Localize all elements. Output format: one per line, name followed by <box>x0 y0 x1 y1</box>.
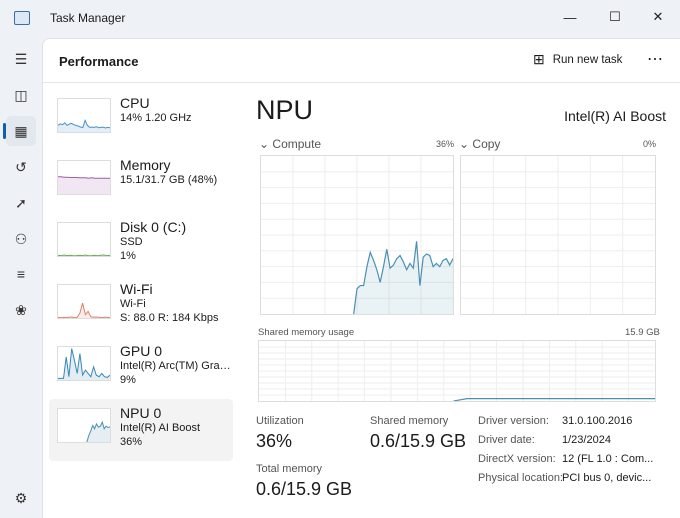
run-new-task-button[interactable]: ⊞ Run new task <box>533 51 622 68</box>
mini-line <box>58 254 110 256</box>
resource-item-gpu-0[interactable]: GPU 0 Intel(R) Arc(TM) Graph... 9% <box>49 337 233 399</box>
mini-area <box>58 176 110 194</box>
detail-key: Driver version: <box>478 415 549 427</box>
usage-line <box>353 241 454 315</box>
performance-icon[interactable]: ▦ <box>6 116 36 146</box>
startup-apps-icon[interactable]: ➚ <box>15 194 27 211</box>
mini-line <box>86 420 110 442</box>
detail-key: Driver date: <box>478 434 535 446</box>
maximize-button[interactable]: ☐ <box>609 9 621 24</box>
physical-location-row: Physical location: PCI bus 0, devic... <box>478 472 678 484</box>
compute-graph <box>260 155 454 315</box>
processes-icon[interactable]: ◫ <box>14 86 28 103</box>
mini-area <box>58 120 110 132</box>
more-options-button[interactable]: ⋯ <box>647 51 664 68</box>
resource-line1: Intel(R) Arc(TM) Graph... <box>120 360 232 372</box>
usage-line <box>453 397 655 402</box>
resource-title: NPU <box>256 95 314 125</box>
resource-name: NPU 0 <box>120 405 162 421</box>
shared-memory-label: Shared memory usage <box>258 327 355 338</box>
resource-list: CPU 14% 1.20 GHz Memory 15.1/31.7 GB (48… <box>49 89 233 461</box>
mini-graph <box>57 284 111 319</box>
menu-icon[interactable]: ☰ <box>14 50 28 67</box>
chevron-down-icon: ⌄ <box>259 137 270 151</box>
resource-name: Memory <box>120 157 171 173</box>
resource-line1: Intel(R) AI Boost <box>120 422 201 434</box>
detail-key: DirectX version: <box>478 453 556 465</box>
directx-version-row: DirectX version: 12 (FL 1.0 : Com... <box>478 453 678 465</box>
resource-line2: 1% <box>120 250 136 262</box>
mini-graph <box>57 346 111 381</box>
detail-key: Physical location: <box>478 472 563 484</box>
title-bar: Task Manager — ☐ ✕ <box>0 0 680 38</box>
shared-memory-max: 15.9 GB <box>625 327 660 338</box>
details-icon[interactable]: ≡ <box>16 266 26 282</box>
detail-value: 12 (FL 1.0 : Com... <box>562 453 654 465</box>
resource-item-memory[interactable]: Memory 15.1/31.7 GB (48%) <box>49 151 233 213</box>
resource-name: Disk 0 (C:) <box>120 219 187 235</box>
resource-line1: Wi-Fi <box>120 298 146 310</box>
shared-memory-stat-value: 0.6/15.9 GB <box>370 431 467 451</box>
compute-dropdown[interactable]: ⌄ Compute <box>259 137 321 151</box>
settings-icon[interactable]: ⚙ <box>14 489 28 506</box>
resource-item-wi-fi[interactable]: Wi-Fi Wi-Fi S: 88.0 R: 184 Kbps <box>49 275 233 337</box>
copy-graph <box>460 155 656 315</box>
mini-line <box>58 119 110 129</box>
mini-area <box>86 422 110 442</box>
resource-name: CPU <box>120 95 150 111</box>
resource-line1: 14% 1.20 GHz <box>120 112 192 124</box>
detail-value: PCI bus 0, devic... <box>562 472 652 484</box>
app-history-icon[interactable]: ↺ <box>15 158 27 175</box>
minimize-button[interactable]: — <box>563 9 577 25</box>
close-button[interactable]: ✕ <box>652 9 664 24</box>
selection-indicator <box>3 123 6 139</box>
window-title: Task Manager <box>50 11 126 25</box>
mini-graph <box>57 160 111 195</box>
resource-line2: 9% <box>120 374 136 386</box>
header-bar: Performance ⊞ Run new task ⋯ <box>43 39 680 83</box>
total-memory-label: Total memory <box>256 463 323 475</box>
resource-item-cpu[interactable]: CPU 14% 1.20 GHz <box>49 89 233 151</box>
driver-date-row: Driver date: 1/23/2024 <box>478 434 678 446</box>
mini-area <box>58 348 110 380</box>
nav-rail: ☰ ◫ ▦ ↺ ➚ ⚇ ≡ ❀ ⚙ <box>0 38 42 518</box>
shared-memory-graph <box>258 340 656 402</box>
chevron-down-icon: ⌄ <box>459 137 470 151</box>
usage-area <box>353 241 453 314</box>
content-pane: Performance ⊞ Run new task ⋯ CPU 14% 1.2… <box>42 38 680 518</box>
resource-item-npu-0[interactable]: NPU 0 Intel(R) AI Boost 36% <box>49 399 233 461</box>
mini-line <box>58 176 110 179</box>
resource-line2: S: 88.0 R: 184 Kbps <box>120 312 219 324</box>
resource-line1: SSD <box>120 236 143 248</box>
resource-name: GPU 0 <box>120 343 163 359</box>
mini-graph <box>57 408 111 443</box>
shared-memory-stat-label: Shared memory <box>370 415 449 427</box>
resource-line2: 36% <box>120 436 143 448</box>
detail-value: 1/23/2024 <box>562 434 611 446</box>
total-memory-value: 0.6/15.9 GB <box>256 479 353 499</box>
resource-item-disk-0-c[interactable]: Disk 0 (C:) SSD 1% <box>49 213 233 275</box>
run-new-task-label: Run new task <box>552 53 623 66</box>
utilization-value: 36% <box>256 431 293 451</box>
compute-percent: 36% <box>436 139 455 149</box>
resource-line1: 15.1/31.7 GB (48%) <box>120 174 218 186</box>
detail-value: 31.0.100.2016 <box>562 415 633 427</box>
copy-percent: 0% <box>643 139 657 149</box>
mini-line <box>58 302 110 318</box>
mini-graph <box>57 98 111 133</box>
copy-label: Copy <box>472 137 501 151</box>
driver-version-row: Driver version: 31.0.100.2016 <box>478 415 678 427</box>
compute-label: Compute <box>272 137 322 151</box>
page-title: Performance <box>59 54 139 69</box>
services-icon[interactable]: ❀ <box>15 301 27 318</box>
run-task-icon: ⊞ <box>533 51 545 67</box>
mini-line <box>58 348 110 379</box>
users-icon[interactable]: ⚇ <box>14 230 28 247</box>
mini-graph <box>57 222 111 257</box>
copy-dropdown[interactable]: ⌄ Copy <box>459 137 500 151</box>
utilization-label: Utilization <box>256 415 304 427</box>
task-manager-icon <box>14 11 30 25</box>
device-name: Intel(R) AI Boost <box>564 108 666 124</box>
resource-name: Wi-Fi <box>120 281 153 297</box>
